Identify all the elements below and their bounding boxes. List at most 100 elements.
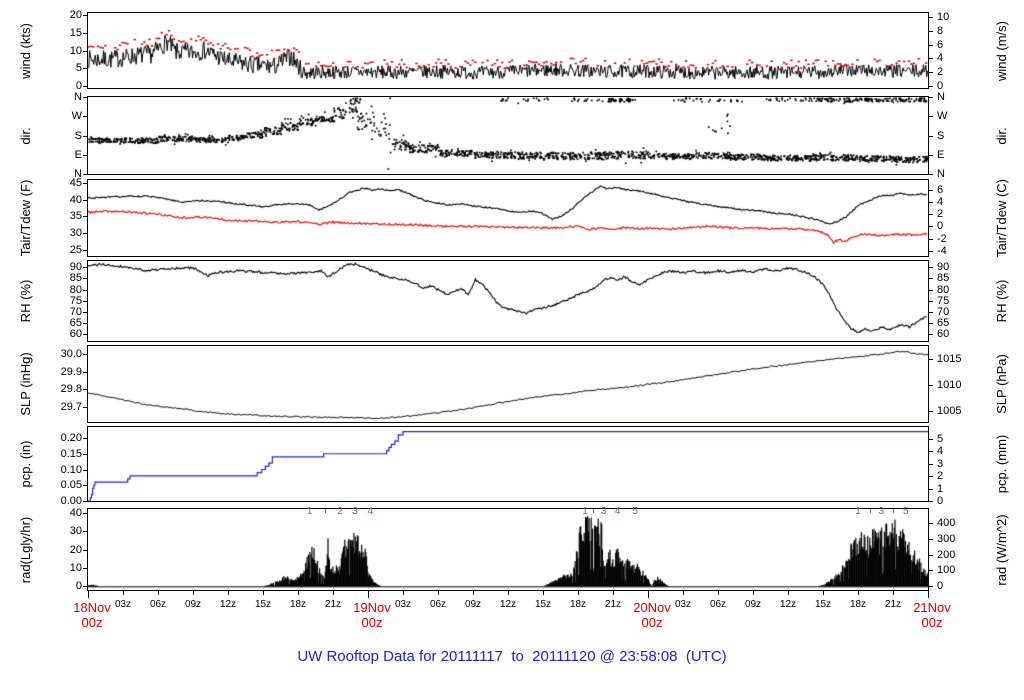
y-tick-label-left: 20 [69,8,82,21]
x-hour-label: 09z [464,599,482,610]
y-tick-label-left: 40 [69,506,82,519]
y-tick-label-left: 35 [69,210,82,223]
y-tick-mark [83,323,87,325]
rad-hour-mark-tick [593,509,595,513]
y-tick-mark [83,389,87,391]
y-tick-label-right: 100 [937,564,956,577]
y-tick-mark [83,182,87,184]
x-hour-label: 12z [779,599,797,610]
y-tick-label-right: 300 [937,532,956,545]
x-date-text: 21Nov [913,600,951,615]
y-tick-label-right: N [937,91,945,103]
rad-hour-mark: 3 [878,506,885,517]
y-tick-label-right: 70 [937,305,950,318]
x-tick-mark [508,591,509,595]
y-tick-label-right: 2 [937,208,944,221]
rad-hour-mark-tick [324,509,326,513]
y-tick-mark [83,216,87,218]
y-tick-mark [83,174,87,175]
y-tick-mark [83,586,87,588]
y-tick-label-right: -4 [937,244,947,257]
rad-hour-mark: 4 [614,506,621,517]
y-tick-label-left: 25 [69,243,82,256]
y-tick-label-right: 6 [937,184,944,197]
y-tick-label-left: 30 [69,227,82,240]
y-tick-mark [929,476,933,478]
rad-right-axis-label: rad (W/m^2) [994,513,1009,586]
y-tick-mark [929,267,933,269]
x-tick-mark [858,591,859,595]
y-tick-mark [929,488,933,490]
x-tick-mark [403,591,404,595]
y-tick-mark [83,512,87,514]
x-tick-mark [928,591,929,598]
y-tick-label-left: 70 [69,305,82,318]
y-tick-label-right: 2 [937,470,944,483]
temp-chart-canvas [88,180,928,256]
y-tick-mark [929,300,933,302]
y-tick-mark [929,30,933,32]
y-tick-mark [929,72,933,74]
y-tick-mark [929,358,933,360]
y-tick-mark [929,116,933,118]
y-tick-mark [83,199,87,201]
y-tick-mark [83,353,87,355]
y-tick-mark [929,190,933,192]
y-tick-mark [83,300,87,302]
x-date-label: 21Nov 00z [902,600,962,630]
x-hour-label: 09z [744,599,762,610]
y-tick-mark [929,538,933,540]
y-tick-mark [83,267,87,269]
x-tick-mark [123,591,124,595]
y-tick-label-right: 0 [937,580,944,593]
y-tick-mark [929,439,933,440]
x-hour-label: 21z [604,599,622,610]
y-tick-label-left: S [74,129,82,142]
x-tick-mark [823,591,824,595]
y-tick-mark [929,214,933,216]
panel-dir [87,96,929,175]
rad-hour-mark: 5 [632,506,638,517]
x-hour-label: 03z [114,599,132,610]
y-tick-label-left: 20 [69,543,82,556]
y-tick-mark [83,116,87,118]
y-tick-label-right: 0 [937,80,944,93]
x-date-label: 18Nov 00z [62,600,122,630]
panel-pcp [87,426,929,502]
y-tick-label-right: 60 [937,328,950,341]
x-hour-label: 06z [709,599,727,610]
y-tick-label-right: S [937,129,945,142]
x-date-text: 18Nov [73,600,111,615]
y-tick-mark [929,97,933,98]
y-tick-mark [83,371,87,373]
x-date-sub-text: 00z [81,615,103,630]
y-tick-label-left: 60 [69,328,82,341]
y-tick-mark [929,202,933,204]
x-tick-mark [263,591,264,595]
y-tick-mark [929,226,933,228]
y-tick-label-left: 0.20 [60,432,82,445]
panel-rad [87,508,929,591]
x-date-text: 20Nov [633,600,671,615]
x-tick-mark [368,591,369,598]
y-tick-label-right: 1010 [937,378,962,391]
y-tick-label-right: 4 [937,196,944,209]
y-tick-mark [929,86,933,88]
y-tick-mark [83,68,87,70]
x-hour-label: 15z [254,599,272,610]
x-date-sub-text: 00z [921,615,943,630]
y-tick-label-right: 3 [937,457,944,470]
y-tick-label-left: 0.15 [60,447,82,460]
x-hour-label: 06z [429,599,447,610]
y-tick-mark [929,278,933,280]
rad-hour-mark: 3 [600,506,607,517]
y-tick-label-right: 400 [937,516,956,529]
y-tick-label-left: N [74,168,82,180]
y-tick-mark [929,58,933,60]
y-tick-label-left: 29.9 [60,365,82,378]
y-tick-label-left: 10 [69,561,82,574]
pcp-chart-canvas [88,427,928,501]
y-tick-mark [83,278,87,280]
y-tick-label-right: -2 [937,232,947,245]
x-tick-mark [543,591,544,595]
